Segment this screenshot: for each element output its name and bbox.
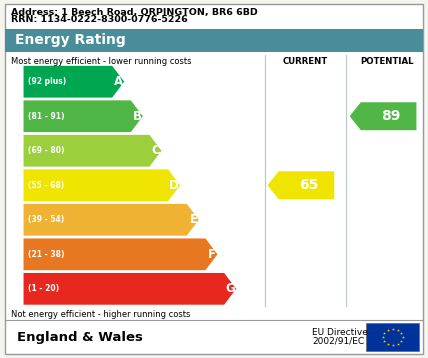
Text: (1 - 20): (1 - 20) <box>28 284 59 293</box>
Text: A: A <box>114 75 123 88</box>
Text: E: E <box>190 213 197 226</box>
Text: Energy Rating: Energy Rating <box>15 33 126 47</box>
Polygon shape <box>24 238 217 270</box>
Text: 89: 89 <box>381 109 401 123</box>
Polygon shape <box>350 102 416 130</box>
Bar <box>5 29 423 52</box>
Text: 65: 65 <box>299 178 318 192</box>
Polygon shape <box>24 135 161 166</box>
Text: (81 - 91): (81 - 91) <box>28 112 64 121</box>
Text: G: G <box>225 282 235 295</box>
Text: (21 - 38): (21 - 38) <box>28 250 64 259</box>
Text: CURRENT: CURRENT <box>282 57 328 66</box>
Text: POTENTIAL: POTENTIAL <box>360 57 414 66</box>
Text: Address: 1 Beech Road, ORPINGTON, BR6 6BD: Address: 1 Beech Road, ORPINGTON, BR6 6B… <box>11 8 258 17</box>
Text: (55 - 68): (55 - 68) <box>28 181 64 190</box>
Text: England & Wales: England & Wales <box>17 330 143 344</box>
Polygon shape <box>24 100 143 132</box>
Text: Not energy efficient - higher running costs: Not energy efficient - higher running co… <box>11 310 190 319</box>
Text: 2002/91/EC: 2002/91/EC <box>312 337 365 346</box>
Text: D: D <box>169 179 179 192</box>
Polygon shape <box>24 204 199 236</box>
Text: Most energy efficient - lower running costs: Most energy efficient - lower running co… <box>11 57 191 66</box>
Text: RRN: 1134-0222-8300-0776-5226: RRN: 1134-0222-8300-0776-5226 <box>11 15 187 24</box>
Text: (92 plus): (92 plus) <box>28 77 66 86</box>
Text: C: C <box>152 144 160 157</box>
Polygon shape <box>24 169 180 201</box>
Text: F: F <box>208 248 216 261</box>
Text: (39 - 54): (39 - 54) <box>28 215 64 224</box>
Polygon shape <box>268 171 334 199</box>
Polygon shape <box>24 273 236 305</box>
Polygon shape <box>24 66 124 98</box>
Bar <box>366 323 419 351</box>
Text: EU Directive: EU Directive <box>312 328 369 337</box>
Text: (69 - 80): (69 - 80) <box>28 146 64 155</box>
Text: B: B <box>133 110 142 123</box>
